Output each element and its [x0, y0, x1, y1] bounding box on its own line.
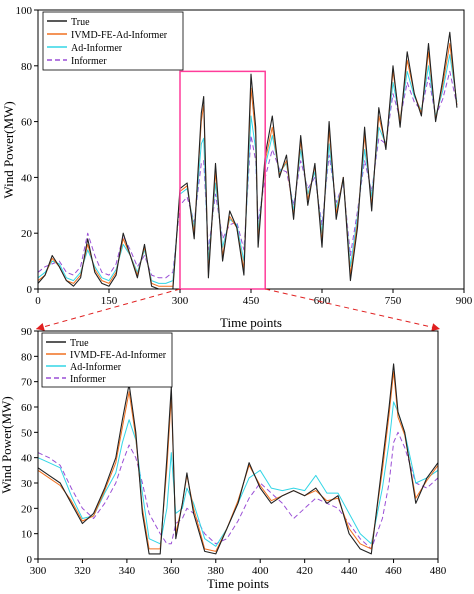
- bottom-plot-frame: [37, 330, 439, 560]
- y-tick-label: 10: [21, 529, 33, 541]
- x-tick-label: 440: [341, 565, 358, 577]
- x-tick-label: 150: [101, 295, 118, 307]
- series-line-true: [37, 31, 458, 290]
- y-tick-label: 40: [21, 172, 33, 184]
- y-tick-label: 20: [21, 503, 33, 515]
- top-x-axis-label: Time points: [220, 315, 282, 330]
- x-tick-label: 400: [252, 565, 269, 577]
- bottom-x-axis-label: Time points: [207, 576, 269, 591]
- y-tick-label: 20: [21, 228, 33, 240]
- bottom-y-axis-label: Wind Power(MW): [0, 396, 14, 493]
- x-tick-label: 750: [385, 295, 402, 307]
- y-tick-label: 50: [21, 427, 33, 439]
- legend-label: Ad-Informer: [71, 43, 123, 54]
- y-tick-label: 30: [21, 478, 33, 490]
- bottom-legend: TrueIVMD-FE-Ad-InformerAd-InformerInform…: [41, 332, 173, 388]
- legend-label: True: [70, 338, 89, 349]
- x-tick-label: 600: [314, 295, 331, 307]
- x-tick-label: 340: [119, 565, 136, 577]
- top-y-axis-label: Wind Power(MW): [1, 101, 16, 198]
- series-line-ivmd-fe-ad-informer: [37, 371, 439, 552]
- x-tick-label: 420: [296, 565, 313, 577]
- top-axis-ticks: 0 150 300 450 600 750 900 0 20 40 60 80 100: [16, 5, 473, 307]
- y-tick-label: 0: [27, 554, 33, 566]
- series-line-true: [37, 363, 439, 555]
- connector-arrow-right: [431, 323, 440, 332]
- x-tick-label: 320: [74, 565, 91, 577]
- legend-label: IVMD-FE-Ad-Informer: [71, 30, 168, 41]
- x-tick-label: 460: [385, 565, 402, 577]
- top-legend: True IVMD-FE-Ad-Informer Ad-Informer Inform…: [42, 11, 184, 71]
- legend-label: Ad-Informer: [70, 362, 122, 373]
- series-line-informer: [37, 431, 439, 550]
- top-chart: 0 150 300 450 600 750 900 0 20 40 60 80 100 Time poi…: [1, 5, 473, 330]
- legend-label: True: [71, 17, 90, 28]
- legend-label: Informer: [70, 374, 106, 385]
- bottom-plot-lines: [37, 363, 439, 555]
- zoom-connector-left: [35, 288, 181, 330]
- bottom-axis-ticks: 300 320 340 360 380 400 420 440 460 480 0 10 20 30 40 5…: [21, 326, 447, 577]
- zoom-connector-right: [265, 288, 441, 330]
- x-tick-label: 900: [456, 295, 473, 307]
- y-tick-label: 80: [21, 351, 33, 363]
- y-tick-label: 90: [21, 326, 33, 338]
- y-tick-label: 0: [27, 284, 33, 296]
- bottom-chart: 300 320 340 360 380 400 420 440 460 480 0 10 20 30 40 5…: [0, 326, 447, 591]
- x-tick-label: 480: [430, 565, 447, 577]
- y-tick-label: 70: [21, 377, 33, 389]
- y-tick-label: 40: [21, 453, 33, 465]
- connector-arrow-left: [36, 323, 45, 331]
- y-tick-label: 100: [16, 5, 33, 17]
- x-tick-label: 300: [30, 565, 47, 577]
- x-tick-label: 380: [208, 565, 225, 577]
- x-tick-label: 300: [172, 295, 189, 307]
- y-tick-label: 80: [21, 61, 33, 73]
- y-tick-label: 60: [21, 117, 33, 129]
- zoom-highlight-box: [179, 70, 266, 290]
- series-line-ad-informer: [37, 401, 439, 547]
- x-tick-label: 450: [243, 295, 260, 307]
- legend-label: IVMD-FE-Ad-Informer: [70, 350, 167, 361]
- x-tick-label: 0: [35, 295, 41, 307]
- legend-label: Informer: [71, 56, 107, 67]
- top-plot-lines: [37, 31, 458, 290]
- y-tick-label: 60: [21, 402, 33, 414]
- x-tick-label: 360: [163, 565, 180, 577]
